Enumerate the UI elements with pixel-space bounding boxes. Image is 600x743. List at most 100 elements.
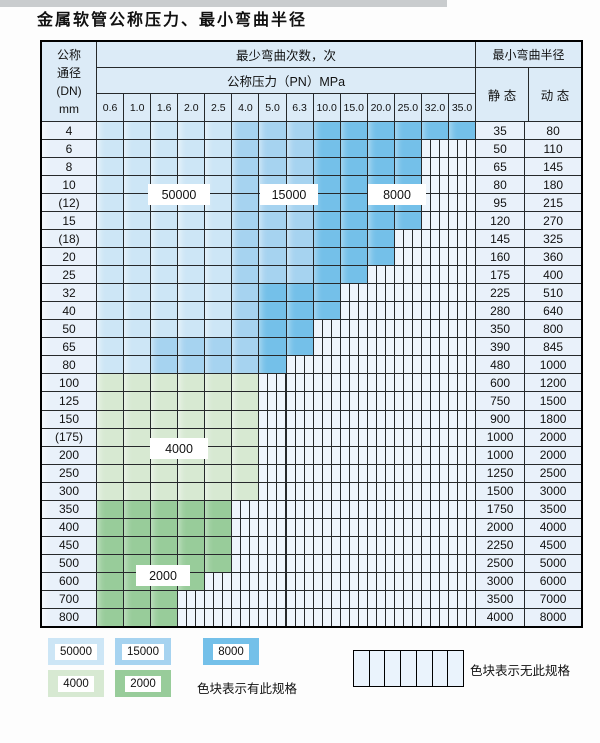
cycle-cell-50000 bbox=[178, 230, 206, 248]
static-radius-cell: 280 bbox=[475, 302, 526, 320]
static-radius-cell: 160 bbox=[475, 248, 526, 266]
cycle-cell-15000 bbox=[178, 356, 206, 374]
dn-cell: 40 bbox=[42, 302, 97, 320]
static-radius-cell: 480 bbox=[475, 356, 526, 374]
cycle-cell-15000 bbox=[259, 248, 287, 266]
no-spec-cell bbox=[340, 446, 368, 464]
static-radius-cell: 350 bbox=[475, 320, 526, 338]
table-row: 400 2000 4000 bbox=[42, 518, 582, 537]
no-spec-cell bbox=[259, 428, 287, 446]
table-row: 20 160 360 bbox=[42, 248, 582, 267]
no-spec-cell bbox=[421, 464, 450, 482]
table-row: 125 750 1500 bbox=[42, 392, 582, 411]
legend-has-spec-text: 色块表示有此规格 bbox=[197, 682, 298, 696]
dynamic-radius-cell: 1000 bbox=[525, 356, 582, 374]
no-spec-cell bbox=[313, 410, 341, 428]
dynamic-radius-cell: 2500 bbox=[525, 464, 582, 482]
no-spec-cell bbox=[367, 482, 395, 500]
no-spec-cell bbox=[421, 158, 450, 176]
no-spec-cell bbox=[340, 428, 368, 446]
cycle-cell-15000 bbox=[286, 212, 314, 230]
cycle-cell-15000 bbox=[259, 158, 287, 176]
no-spec-cell bbox=[394, 356, 422, 374]
dynamic-radius-cell: 5000 bbox=[525, 554, 582, 572]
no-spec-cell bbox=[340, 482, 368, 500]
cycle-cell-15000 bbox=[232, 356, 260, 374]
no-spec-cell bbox=[313, 392, 341, 410]
dn-cell: 4 bbox=[42, 122, 97, 140]
no-spec-cell bbox=[449, 266, 476, 284]
dn-column-header: 公称 通径 (DN) mm bbox=[42, 42, 97, 121]
table-row: 500 2500 5000 bbox=[42, 554, 582, 573]
cycle-cell-15000 bbox=[151, 338, 179, 356]
no-spec-cell bbox=[449, 464, 476, 482]
cycle-cell-50000 bbox=[205, 122, 233, 140]
cycle-cell-4000 bbox=[151, 392, 179, 410]
no-spec-cell bbox=[449, 302, 476, 320]
cycle-cell-50000 bbox=[124, 284, 152, 302]
cycle-cell-2000 bbox=[124, 608, 152, 626]
cycle-cell-4000 bbox=[232, 428, 260, 446]
cycle-cell-8000 bbox=[286, 302, 314, 320]
dn-cell: 125 bbox=[42, 392, 97, 410]
cycle-cell-4000 bbox=[232, 482, 260, 500]
no-spec-cell bbox=[232, 590, 260, 608]
cycle-cell-4000 bbox=[232, 410, 260, 428]
dynamic-radius-cell: 270 bbox=[525, 212, 582, 230]
cycle-cell-15000 bbox=[286, 122, 314, 140]
static-radius-cell: 1500 bbox=[475, 482, 526, 500]
cycle-cell-8000 bbox=[340, 140, 368, 158]
cycle-cell-50000 bbox=[205, 284, 233, 302]
no-spec-cell bbox=[259, 518, 287, 536]
cycle-cell-4000 bbox=[205, 446, 233, 464]
cycle-cell-2000 bbox=[178, 536, 206, 554]
dynamic-radius-cell: 4000 bbox=[525, 518, 582, 536]
cycle-cell-50000 bbox=[151, 284, 179, 302]
min-bend-radius-header: 最小弯曲半径 bbox=[476, 42, 581, 68]
cycle-cell-8000 bbox=[367, 122, 395, 140]
no-spec-cell bbox=[449, 446, 476, 464]
cycle-cell-2000 bbox=[205, 518, 233, 536]
static-radius-cell: 175 bbox=[475, 266, 526, 284]
cycle-cell-4000 bbox=[232, 392, 260, 410]
cycle-cell-4000 bbox=[97, 446, 125, 464]
no-spec-cell bbox=[394, 572, 422, 590]
cycle-cell-8000 bbox=[286, 338, 314, 356]
table-row: (18) 145 325 bbox=[42, 230, 582, 249]
cycle-cell-4000 bbox=[232, 446, 260, 464]
cycle-cell-15000 bbox=[286, 140, 314, 158]
no-spec-cell bbox=[259, 590, 287, 608]
cycle-cell-4000 bbox=[151, 410, 179, 428]
cycles-header-group: 最少弯曲次数，次 公称压力（PN）MPa 0.6 1.0 1.6 2.0 2.5 4.0 5… bbox=[97, 42, 475, 121]
no-spec-cell bbox=[394, 338, 422, 356]
cycle-cell-50000 bbox=[97, 356, 125, 374]
pressure-value-cell: 32.0 bbox=[422, 94, 450, 121]
cycle-cell-8000 bbox=[313, 194, 341, 212]
pressure-value-cell: 35.0 bbox=[451, 101, 473, 114]
dn-cell: 15 bbox=[42, 212, 97, 230]
no-spec-cell bbox=[178, 608, 206, 626]
no-spec-cell bbox=[367, 428, 395, 446]
cycle-cell-15000 bbox=[232, 122, 260, 140]
no-spec-cell bbox=[394, 428, 422, 446]
cycle-cell-15000 bbox=[286, 158, 314, 176]
cycle-cell-4000 bbox=[97, 464, 125, 482]
dn-cell: 800 bbox=[42, 608, 97, 626]
no-spec-cell bbox=[449, 482, 476, 500]
no-spec-cell bbox=[421, 338, 450, 356]
cycle-cell-8000 bbox=[340, 230, 368, 248]
static-radius-cell: 1750 bbox=[475, 500, 526, 518]
cycle-cell-4000 bbox=[205, 392, 233, 410]
no-spec-cell bbox=[367, 266, 395, 284]
cycle-cell-8000 bbox=[313, 302, 341, 320]
no-spec-cell bbox=[340, 356, 368, 374]
dn-header-line: 公称 bbox=[56, 47, 81, 62]
cycle-cell-2000 bbox=[97, 500, 125, 518]
static-radius-cell: 3500 bbox=[475, 590, 526, 608]
cycle-cell-50000 bbox=[124, 302, 152, 320]
no-spec-cell bbox=[313, 500, 341, 518]
static-radius-cell: 390 bbox=[475, 338, 526, 356]
cycle-cell-8000 bbox=[259, 284, 287, 302]
cycle-cell-50000 bbox=[178, 284, 206, 302]
no-spec-cell bbox=[313, 572, 341, 590]
